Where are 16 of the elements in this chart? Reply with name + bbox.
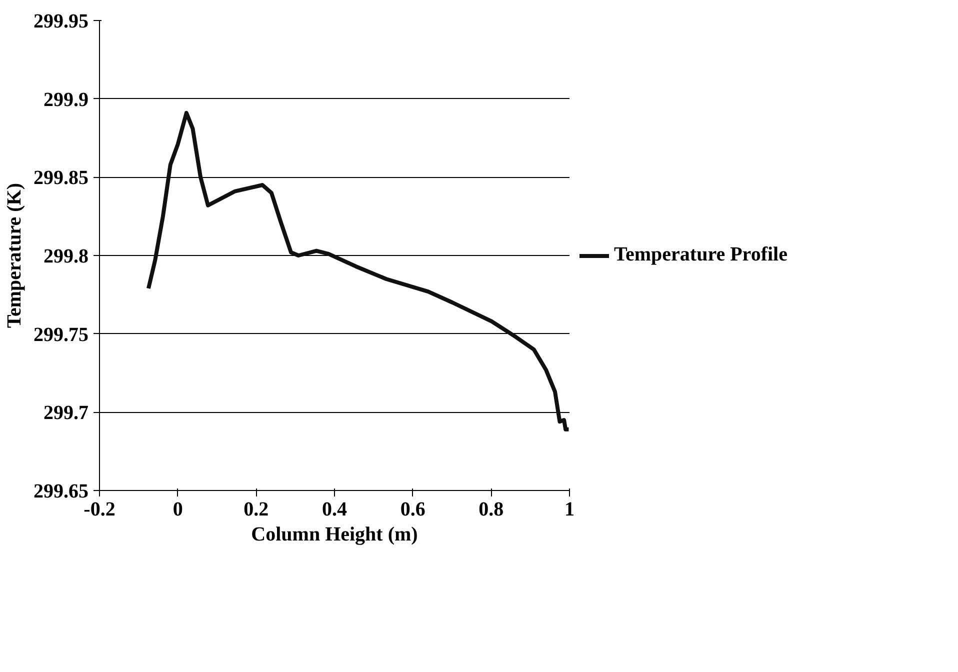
x-tick-label: 0.2 — [244, 498, 269, 520]
line-series — [146, 110, 570, 432]
y-tick-label: 299.95 — [34, 10, 88, 32]
y-tick-label: 299.85 — [34, 167, 88, 190]
y-tick-label: 299.75 — [34, 324, 88, 346]
y-tick-label: 299.8 — [44, 246, 88, 268]
x-axis-title: Column Height (m) — [251, 524, 418, 546]
y-axis-title: Temperature (K) — [4, 183, 26, 328]
y-tick-label: 299.7 — [44, 402, 88, 424]
x-tick-label: 0.8 — [478, 498, 504, 520]
x-tick-label: 0.6 — [400, 498, 426, 520]
x-tick-label: 0 — [172, 498, 183, 520]
legend-label: Temperature Profile — [614, 244, 788, 266]
y-tick-label: 299.9 — [44, 88, 88, 111]
x-tick-label: 0.4 — [322, 498, 347, 520]
x-tick-label: 1 — [564, 498, 574, 520]
